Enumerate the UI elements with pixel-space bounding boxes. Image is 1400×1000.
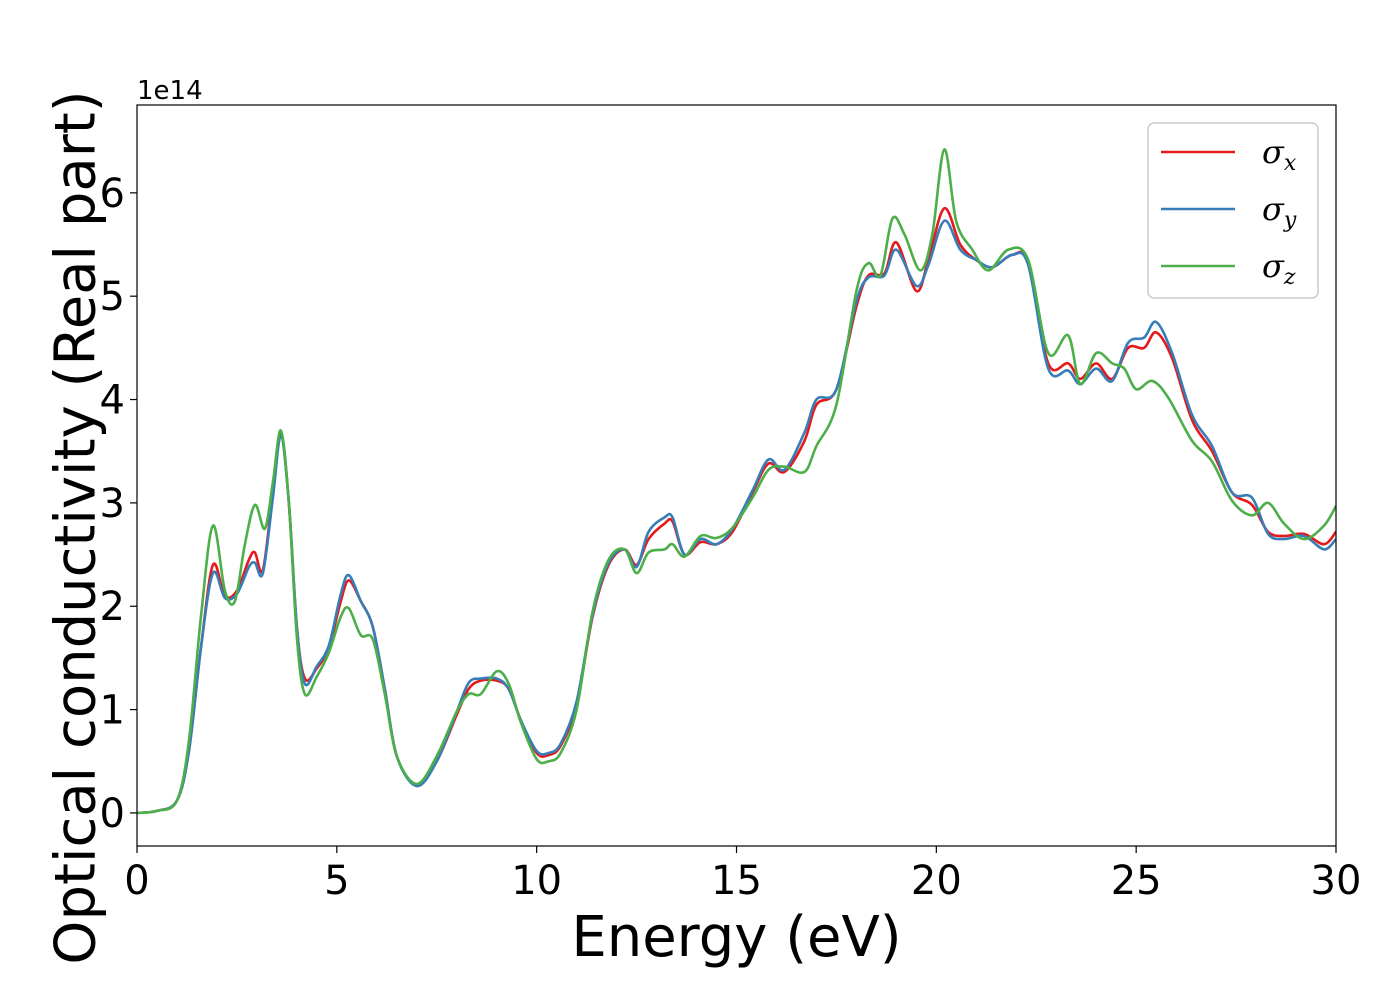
series-line-x xyxy=(137,207,1336,815)
y-axis-title: Optical conductivity (Real part) xyxy=(44,90,109,964)
legend-box xyxy=(1147,122,1319,299)
legend-label-y: σy xyxy=(1262,190,1297,233)
series-line-y xyxy=(137,219,1336,815)
legend-symbol: σ xyxy=(1262,247,1285,285)
series-line-z xyxy=(137,148,1336,815)
legend-subscript: z xyxy=(1283,265,1296,290)
plot-frame xyxy=(136,104,1337,847)
y-tick-label: 2 xyxy=(100,584,125,630)
y-tick-label: 4 xyxy=(100,378,125,424)
x-tick-label: 25 xyxy=(1111,858,1162,904)
x-tick-label: 30 xyxy=(1311,858,1362,904)
x-tick-label: 10 xyxy=(511,858,562,904)
legend-subscript: x xyxy=(1284,151,1297,176)
x-tick-label: 5 xyxy=(324,858,349,904)
x-tick-label: 20 xyxy=(911,858,962,904)
y-tick-label: 6 xyxy=(100,171,125,217)
x-tick-label: 0 xyxy=(124,858,149,904)
legend-label-x: σx xyxy=(1262,133,1297,176)
legend-subscript: y xyxy=(1283,208,1297,233)
legend-label-z: σz xyxy=(1262,247,1296,290)
y-tick-label: 5 xyxy=(100,274,125,320)
axis-ticks: 0 5 10 15 20 25 30 0 1 2 3 4 5 6 xyxy=(100,171,1362,904)
y-tick-label: 1 xyxy=(100,688,125,734)
x-tick-label: 15 xyxy=(711,858,762,904)
y-tick-label: 0 xyxy=(100,791,125,837)
legend-symbol: σ xyxy=(1262,133,1285,171)
y-tick-label: 3 xyxy=(100,481,125,527)
series-lines xyxy=(137,148,1336,815)
x-axis-title: Energy (eV) xyxy=(571,905,901,970)
legend-symbol: σ xyxy=(1262,190,1285,228)
y-offset-label: 1e14 xyxy=(137,76,203,106)
